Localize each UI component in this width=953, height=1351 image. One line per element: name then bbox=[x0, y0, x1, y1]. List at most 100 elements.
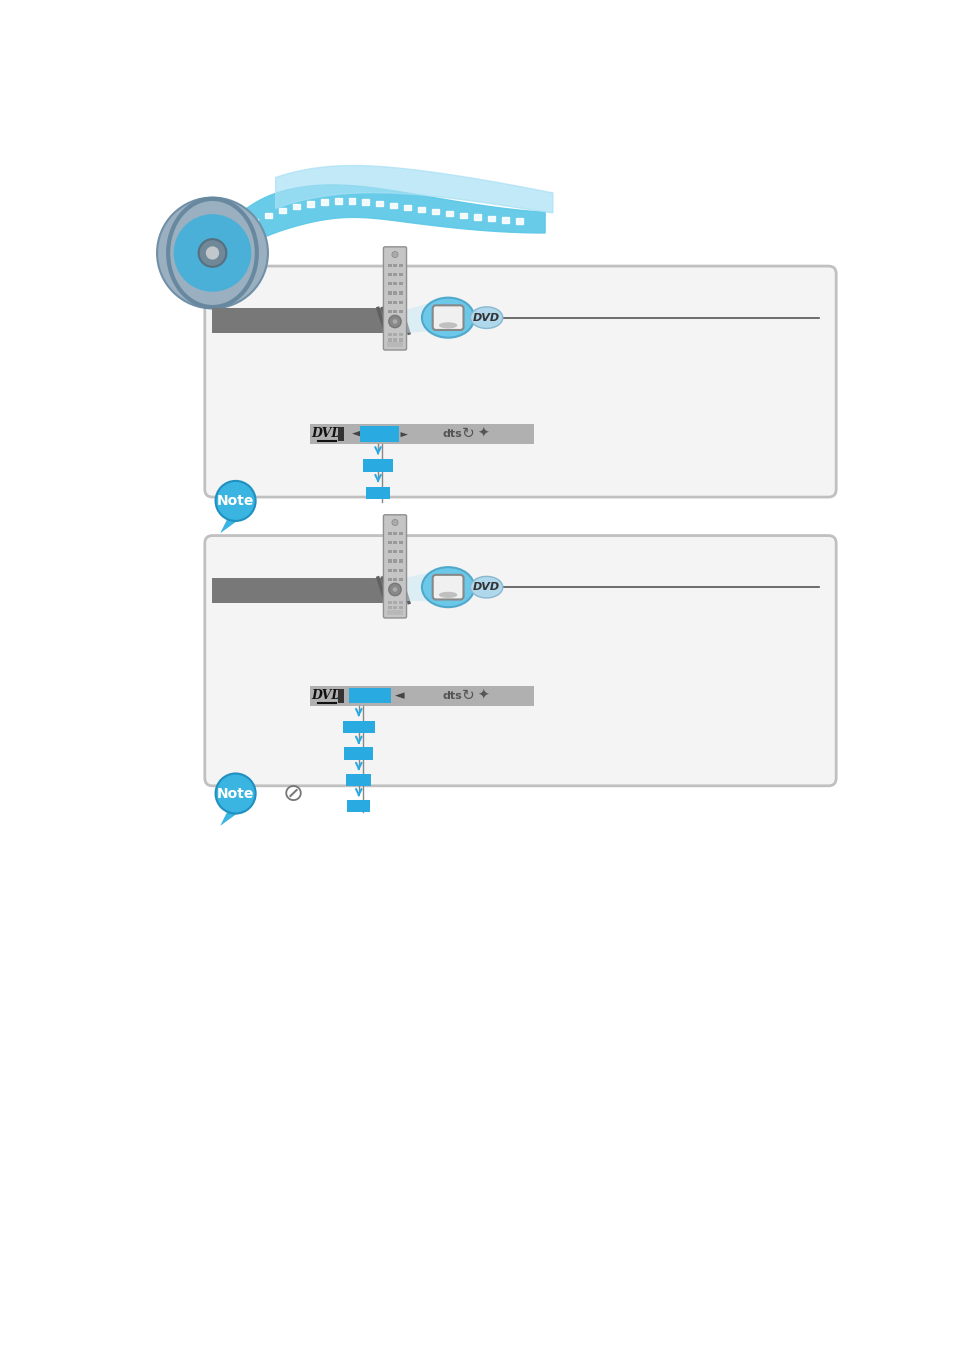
Bar bbox=[393, 309, 396, 313]
Ellipse shape bbox=[438, 592, 456, 598]
Bar bbox=[398, 612, 402, 615]
Bar bbox=[398, 263, 402, 267]
Ellipse shape bbox=[470, 307, 502, 328]
FancyBboxPatch shape bbox=[205, 266, 836, 497]
Bar bbox=[393, 540, 396, 544]
Bar bbox=[404, 205, 411, 211]
Bar bbox=[388, 569, 392, 571]
Circle shape bbox=[389, 584, 400, 596]
Bar bbox=[349, 688, 391, 704]
Bar bbox=[347, 800, 370, 812]
Bar bbox=[310, 424, 533, 444]
Bar bbox=[388, 612, 392, 615]
Bar bbox=[388, 263, 392, 267]
Bar bbox=[393, 612, 396, 615]
Bar bbox=[213, 308, 400, 334]
Bar bbox=[337, 427, 344, 440]
Text: ✦: ✦ bbox=[477, 689, 489, 703]
Bar bbox=[398, 292, 402, 295]
Bar bbox=[388, 345, 392, 347]
Bar bbox=[398, 578, 402, 581]
Bar bbox=[213, 578, 400, 603]
Bar bbox=[393, 339, 396, 342]
Bar bbox=[398, 532, 402, 535]
Bar bbox=[393, 334, 396, 336]
Bar bbox=[388, 282, 392, 285]
Circle shape bbox=[393, 588, 396, 592]
Ellipse shape bbox=[198, 239, 226, 267]
Bar bbox=[459, 212, 467, 218]
Text: ◄: ◄ bbox=[400, 428, 408, 439]
Text: dts: dts bbox=[442, 428, 462, 439]
Text: ◄: ◄ bbox=[395, 689, 404, 703]
Polygon shape bbox=[405, 573, 426, 601]
Polygon shape bbox=[229, 185, 544, 258]
Circle shape bbox=[392, 519, 397, 526]
Text: DVD: DVD bbox=[312, 427, 342, 440]
Bar bbox=[398, 309, 402, 313]
Text: ◄: ◄ bbox=[352, 427, 361, 440]
Bar bbox=[393, 282, 396, 285]
Ellipse shape bbox=[438, 323, 456, 328]
Text: dts: dts bbox=[442, 690, 462, 701]
Bar bbox=[388, 578, 392, 581]
Bar bbox=[398, 345, 402, 347]
Bar bbox=[388, 309, 392, 313]
Bar bbox=[398, 550, 402, 554]
Bar bbox=[474, 215, 480, 220]
Bar bbox=[388, 339, 392, 342]
Bar bbox=[348, 199, 355, 204]
Text: ↻: ↻ bbox=[461, 688, 474, 704]
Bar bbox=[388, 334, 392, 336]
Polygon shape bbox=[220, 517, 237, 534]
Bar bbox=[393, 601, 396, 604]
Bar bbox=[265, 212, 272, 218]
Bar bbox=[386, 611, 403, 615]
Text: ✦: ✦ bbox=[477, 427, 489, 440]
Ellipse shape bbox=[470, 577, 502, 598]
Bar bbox=[388, 550, 392, 554]
Ellipse shape bbox=[157, 197, 268, 308]
FancyBboxPatch shape bbox=[433, 305, 463, 330]
Bar bbox=[398, 334, 402, 336]
Bar bbox=[335, 199, 341, 204]
Circle shape bbox=[206, 246, 219, 259]
Circle shape bbox=[215, 481, 255, 521]
Bar bbox=[388, 607, 392, 609]
Bar bbox=[386, 342, 403, 347]
Text: ⊘: ⊘ bbox=[282, 781, 303, 805]
Text: DVD: DVD bbox=[312, 689, 342, 703]
Circle shape bbox=[392, 251, 397, 258]
Bar bbox=[398, 301, 402, 304]
Bar bbox=[393, 292, 396, 295]
Bar bbox=[398, 540, 402, 544]
Bar bbox=[346, 774, 371, 786]
Bar bbox=[388, 540, 392, 544]
Bar bbox=[376, 201, 383, 207]
Bar bbox=[393, 301, 396, 304]
Bar bbox=[393, 345, 396, 347]
Bar bbox=[388, 601, 392, 604]
Bar bbox=[501, 218, 509, 223]
Text: DVD: DVD bbox=[473, 312, 499, 323]
Bar bbox=[310, 686, 533, 705]
Bar bbox=[388, 532, 392, 535]
Bar bbox=[388, 301, 392, 304]
Bar bbox=[344, 747, 373, 759]
Bar bbox=[342, 721, 375, 734]
FancyBboxPatch shape bbox=[383, 247, 406, 350]
Bar bbox=[393, 607, 396, 609]
Text: Note: Note bbox=[216, 786, 254, 801]
Bar bbox=[337, 689, 344, 703]
Text: Note: Note bbox=[216, 494, 254, 508]
Bar bbox=[398, 601, 402, 604]
Bar bbox=[320, 200, 327, 205]
Bar bbox=[393, 532, 396, 535]
Text: ↻: ↻ bbox=[461, 427, 474, 442]
Bar bbox=[362, 200, 369, 205]
Polygon shape bbox=[405, 304, 426, 334]
Ellipse shape bbox=[421, 567, 474, 607]
Bar bbox=[417, 207, 425, 212]
Bar bbox=[398, 282, 402, 285]
Bar bbox=[388, 559, 392, 562]
